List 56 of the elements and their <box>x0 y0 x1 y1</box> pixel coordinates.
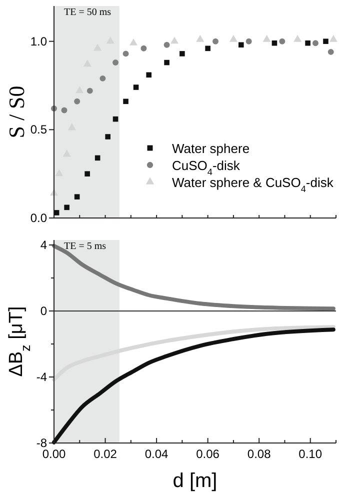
y-tick-label: 0 <box>40 304 48 318</box>
point <box>279 38 286 44</box>
point <box>305 40 310 46</box>
point <box>146 72 152 78</box>
point <box>64 204 70 210</box>
x-tick-label: 0.04 <box>144 447 169 461</box>
line-series <box>52 325 336 382</box>
y-axis-title: S / S0 <box>4 86 29 138</box>
point <box>294 34 302 42</box>
point <box>74 194 80 200</box>
point <box>212 38 218 44</box>
point <box>196 34 204 42</box>
y-tick-label: 0.5 <box>30 122 48 137</box>
point <box>323 38 328 44</box>
point <box>123 98 128 104</box>
point <box>100 75 106 82</box>
point <box>105 134 110 140</box>
point <box>122 50 129 57</box>
point <box>205 46 210 52</box>
point <box>238 42 244 48</box>
point <box>86 88 93 94</box>
point <box>328 48 334 55</box>
point <box>262 34 271 42</box>
y-tick-label: -4 <box>36 370 48 384</box>
x-tick-label: 0.00 <box>42 447 66 461</box>
point <box>180 51 185 56</box>
line-series <box>52 244 336 311</box>
point <box>329 34 338 42</box>
x-tick-label: 0.06 <box>196 447 220 461</box>
x-tick-label: 0.10 <box>298 447 322 461</box>
annotation: TE = 50 ms <box>64 7 112 18</box>
point <box>164 60 170 66</box>
legend-label: Water sphere <box>172 141 250 156</box>
x-tick-label: 0.02 <box>94 447 118 461</box>
point <box>133 84 139 90</box>
y-tick-label: 0.0 <box>30 211 48 225</box>
x-axis-title: d [m] <box>172 470 218 492</box>
point <box>112 60 119 66</box>
point <box>140 45 147 52</box>
point <box>170 36 179 44</box>
point <box>312 40 318 46</box>
annotation: TE = 5 ms <box>64 241 106 252</box>
y-tick-label: 4 <box>40 238 48 252</box>
legend-label: CuSO$_{4}$-disk <box>172 158 240 177</box>
point <box>55 169 64 176</box>
point <box>61 107 68 114</box>
x-tick-label: 0.08 <box>247 447 272 461</box>
point <box>84 171 90 176</box>
point <box>164 42 170 48</box>
point <box>74 98 80 104</box>
legend-label: Water sphere & CuSO$_{4}$-disk <box>172 175 334 194</box>
point <box>246 38 252 44</box>
point <box>229 34 238 42</box>
point <box>129 38 138 46</box>
y-tick-label: -8 <box>36 436 48 450</box>
y-tick-label: 1.0 <box>30 34 48 48</box>
